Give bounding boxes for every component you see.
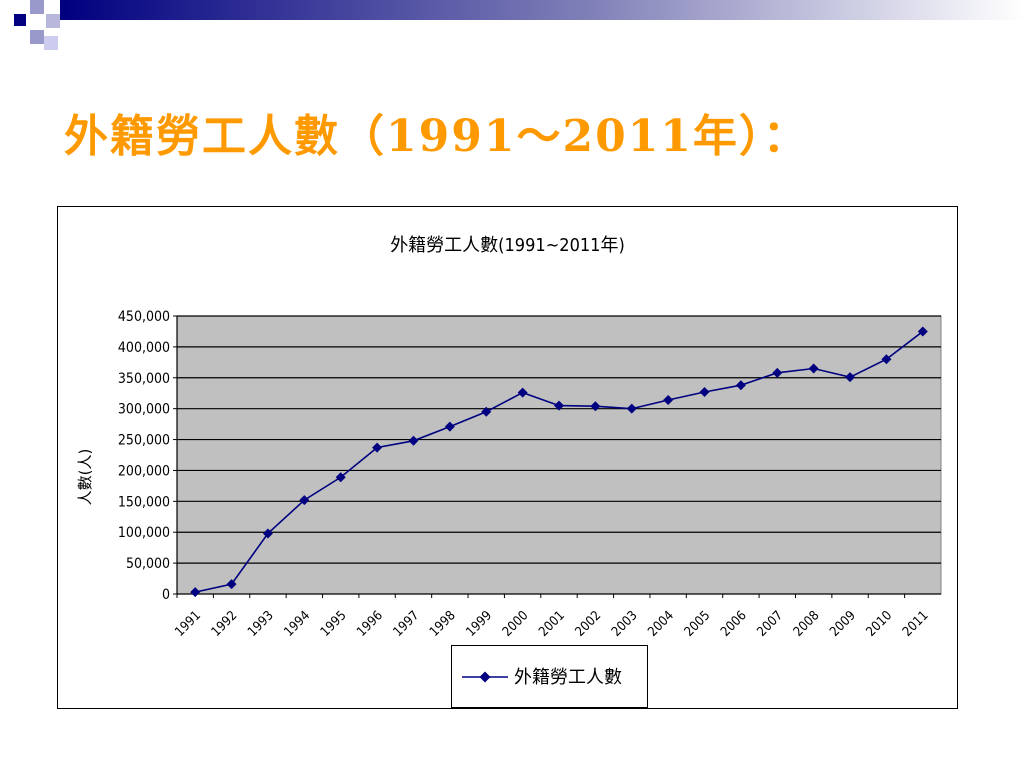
y-tick-label: 200,000 <box>118 463 170 479</box>
x-tick-label: 1994 <box>282 608 314 640</box>
x-tick-label: 2003 <box>609 608 641 640</box>
slide-title: 外籍勞工人數（1991～2011年）： <box>64 111 809 162</box>
data-point <box>917 326 928 337</box>
data-point <box>517 387 528 398</box>
y-tick-label: 0 <box>162 587 170 603</box>
x-tick-label: 1999 <box>463 608 495 640</box>
chart-title: 外籍勞工人數(1991~2011年) <box>390 235 625 256</box>
x-tick-label: 2004 <box>645 608 677 640</box>
y-tick-label: 300,000 <box>118 402 170 418</box>
x-tick-label: 2008 <box>791 608 823 640</box>
line-chart: 0 50,000 100,000 150,000 200,000 250,000 300,0… <box>118 309 942 640</box>
data-point <box>881 354 892 365</box>
slide-header-decoration <box>14 0 1024 50</box>
data-point <box>845 372 856 383</box>
y-tick-label: 450,000 <box>118 309 170 325</box>
x-tick-label: 1991 <box>172 608 204 640</box>
data-point <box>299 495 310 506</box>
y-tick-label: 350,000 <box>118 371 170 387</box>
data-point <box>808 363 819 374</box>
legend-line-marker <box>462 671 508 683</box>
data-point <box>735 380 746 391</box>
x-tick-label: 1995 <box>318 608 350 640</box>
x-tick-label: 2011 <box>900 608 932 640</box>
data-point <box>262 528 273 539</box>
x-tick-label: 1992 <box>209 608 241 640</box>
x-tick-label: 2007 <box>754 608 786 640</box>
data-point <box>408 435 419 446</box>
x-tick-label: 1996 <box>354 608 386 640</box>
x-tick-label: 2010 <box>864 608 896 640</box>
chart-legend: 外籍勞工人數 <box>451 645 648 708</box>
x-tick-label: 2005 <box>682 608 714 640</box>
data-point <box>772 367 783 378</box>
data-point <box>335 472 346 483</box>
x-tick-label: 1998 <box>427 608 459 640</box>
x-tick-label: 2000 <box>500 608 532 640</box>
data-point <box>444 421 455 432</box>
x-tick-label: 2006 <box>718 608 750 640</box>
chart-frame: 外籍勞工人數(1991~2011年) 人數(人) 0 50,000 100,000 1… <box>57 206 958 709</box>
data-point <box>554 400 564 411</box>
x-tick-label: 1997 <box>391 608 423 640</box>
data-point <box>590 401 601 412</box>
x-tick-label: 2002 <box>573 608 605 640</box>
y-tick-label: 100,000 <box>118 525 170 541</box>
y-tick-label: 250,000 <box>118 433 170 449</box>
y-tick-label: 50,000 <box>126 556 170 572</box>
data-point <box>626 403 637 414</box>
data-point <box>663 395 674 406</box>
data-point <box>372 442 383 453</box>
y-tick-label: 400,000 <box>118 340 170 356</box>
data-point <box>190 587 201 598</box>
x-tick-label: 1993 <box>245 608 277 640</box>
data-point <box>226 579 237 590</box>
x-tick-label: 2001 <box>536 608 568 640</box>
x-tick-label: 2009 <box>827 608 859 640</box>
data-point <box>481 406 492 417</box>
legend-label: 外籍勞工人數 <box>514 667 622 688</box>
plot-area <box>176 315 942 595</box>
data-point <box>699 386 710 397</box>
y-tick-label: 150,000 <box>118 494 170 510</box>
